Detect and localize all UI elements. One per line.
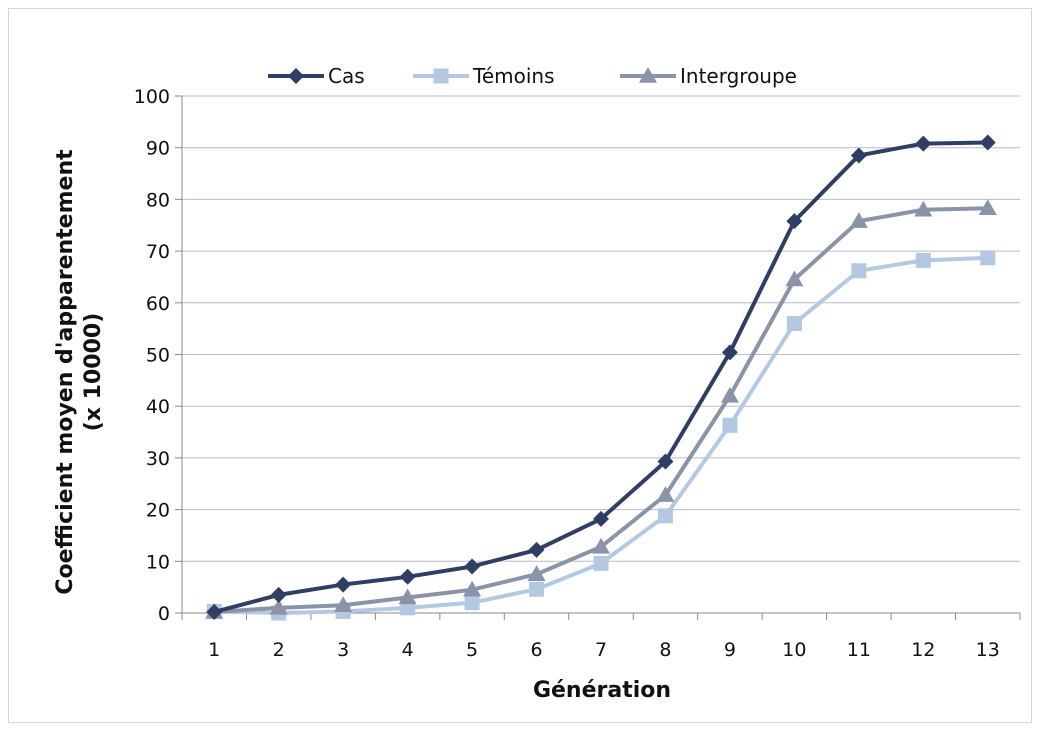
data-point	[206, 603, 223, 620]
legend-item: Cas	[268, 64, 365, 88]
data-point	[657, 508, 673, 524]
data-point	[915, 252, 931, 268]
data-point	[464, 558, 481, 575]
data-point	[529, 581, 545, 597]
x-tick-label: 8	[659, 639, 671, 661]
data-point	[851, 263, 867, 279]
data-point	[398, 588, 417, 605]
x-tick-label: 7	[595, 639, 607, 661]
legend-marker	[433, 68, 449, 84]
data-point	[850, 147, 867, 164]
x-tick-label: 5	[466, 639, 478, 661]
data-point	[593, 555, 609, 571]
y-axis-title-line1: Coefficient moyen d'apparentement	[53, 149, 78, 595]
data-point	[334, 596, 353, 612]
data-point	[786, 315, 802, 331]
data-point	[528, 541, 545, 558]
data-point	[527, 565, 546, 581]
x-tick-label: 9	[724, 639, 736, 661]
data-point	[270, 586, 287, 603]
x-tick-label: 11	[847, 639, 871, 661]
series-layer	[205, 134, 997, 621]
legend-item: Témoins	[413, 64, 555, 88]
y-tick-label: 0	[158, 603, 170, 625]
data-point	[656, 486, 675, 502]
x-tick-label: 12	[911, 639, 935, 661]
data-point	[980, 250, 996, 266]
data-point	[785, 270, 804, 287]
x-tick-label: 6	[530, 639, 542, 661]
x-tick-label: 4	[402, 639, 414, 661]
data-point	[979, 134, 996, 151]
y-axis-title: Coefficient moyen d'apparentement (x 100…	[53, 149, 106, 595]
y-axis-title-line2: (x 10000)	[81, 313, 106, 432]
gridlines	[182, 95, 1020, 562]
data-point	[269, 598, 288, 615]
y-tick-label: 40	[146, 396, 170, 418]
legend-item: Intergroupe	[620, 64, 797, 88]
data-point	[399, 568, 416, 585]
y-tick-label: 70	[146, 241, 170, 263]
chart-frame	[8, 8, 1032, 723]
data-point	[593, 510, 609, 527]
legend-marker	[639, 67, 657, 83]
data-point	[978, 199, 997, 215]
legend-marker	[288, 68, 304, 84]
data-point	[463, 580, 482, 597]
series-intergroupe	[205, 199, 997, 619]
data-point	[915, 135, 932, 152]
data-point	[721, 344, 738, 361]
legend: Cas Témoins Intergroupe	[268, 64, 797, 88]
series-cas	[206, 134, 996, 620]
y-tick-label: 100	[134, 86, 170, 108]
data-point	[914, 200, 933, 217]
y-tick-label: 90	[146, 138, 170, 160]
data-point	[335, 576, 352, 593]
data-point	[722, 417, 738, 433]
y-tick-label: 20	[146, 500, 170, 522]
data-point	[592, 537, 610, 554]
x-tick-label: 3	[337, 639, 349, 661]
legend-label: Intergroupe	[680, 64, 797, 88]
legend-label: Cas	[328, 64, 365, 88]
y-tick-label: 50	[146, 345, 170, 367]
data-point	[464, 595, 480, 611]
x-tick-label: 1	[208, 639, 220, 661]
data-point	[849, 212, 868, 228]
y-tick-label: 80	[146, 189, 170, 211]
series-t-moins	[206, 250, 996, 621]
x-tick-label: 10	[782, 639, 806, 661]
y-tick-label: 30	[146, 448, 170, 470]
y-tick-label: 10	[146, 551, 170, 573]
data-point	[720, 386, 739, 403]
x-axis-title: Génération	[533, 678, 671, 703]
data-point	[657, 453, 674, 470]
x-tick-label: 2	[273, 639, 285, 661]
data-point	[786, 213, 803, 230]
x-tick-label: 13	[976, 639, 1000, 661]
y-tick-label: 60	[146, 293, 170, 315]
legend-label: Témoins	[472, 64, 555, 88]
